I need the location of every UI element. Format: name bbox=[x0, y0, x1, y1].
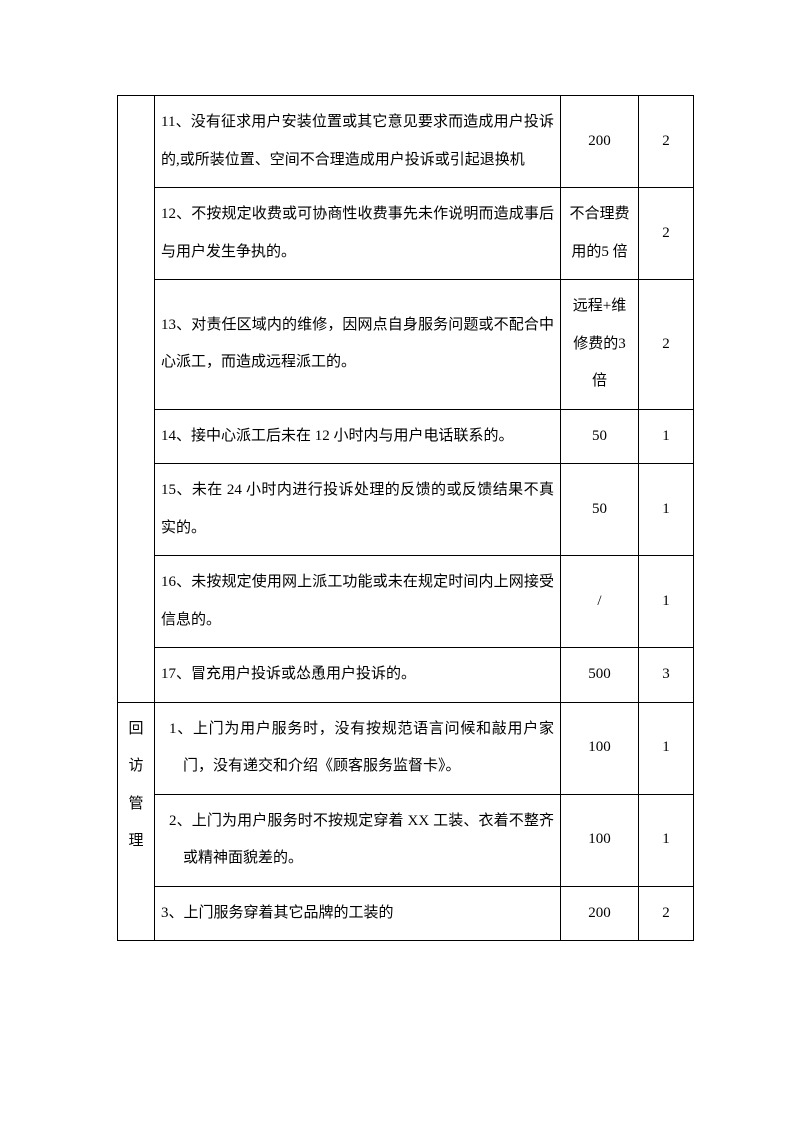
category-cell-empty bbox=[118, 96, 155, 703]
level-cell: 2 bbox=[639, 886, 694, 941]
category-char: 访 bbox=[122, 748, 150, 786]
table-row: 12、不按规定收费或可协商性收费事先未作说明而造成事后与用户发生争执的。 不合理… bbox=[118, 188, 694, 280]
description-cell: 11、没有征求用户安装位置或其它意见要求而造成用户投诉的,或所装位置、空间不合理… bbox=[155, 96, 561, 188]
amount-cell: 200 bbox=[561, 96, 639, 188]
description-cell: 16、未按规定使用网上派工功能或未在规定时间内上网接受信息的。 bbox=[155, 556, 561, 648]
description-cell: 17、冒充用户投诉或怂恿用户投诉的。 bbox=[155, 648, 561, 703]
amount-cell: 100 bbox=[561, 702, 639, 794]
description-cell: 14、接中心派工后未在 12 小时内与用户电话联系的。 bbox=[155, 409, 561, 464]
level-cell: 1 bbox=[639, 556, 694, 648]
table-row: 3、上门服务穿着其它品牌的工装的 200 2 bbox=[118, 886, 694, 941]
table-row: 11、没有征求用户安装位置或其它意见要求而造成用户投诉的,或所装位置、空间不合理… bbox=[118, 96, 694, 188]
amount-cell: 500 bbox=[561, 648, 639, 703]
description-cell: 15、未在 24 小时内进行投诉处理的反馈的或反馈结果不真实的。 bbox=[155, 464, 561, 556]
amount-cell: 不合理费用的5 倍 bbox=[561, 188, 639, 280]
level-cell: 2 bbox=[639, 96, 694, 188]
table-row: 15、未在 24 小时内进行投诉处理的反馈的或反馈结果不真实的。 50 1 bbox=[118, 464, 694, 556]
description-cell: 13、对责任区域内的维修，因网点自身服务问题或不配合中心派工，而造成远程派工的。 bbox=[155, 280, 561, 410]
category-char: 理 bbox=[122, 823, 150, 861]
description-cell: 3、上门服务穿着其它品牌的工装的 bbox=[155, 886, 561, 941]
amount-cell: 50 bbox=[561, 464, 639, 556]
level-cell: 1 bbox=[639, 409, 694, 464]
category-char: 回 bbox=[122, 711, 150, 749]
description-cell: 1、上门为用户服务时，没有按规范语言问候和敲用户家门，没有递交和介绍《顾客服务监… bbox=[155, 702, 561, 794]
table-row: 2、上门为用户服务时不按规定穿着 XX 工装、衣着不整齐或精神面貌差的。 100… bbox=[118, 794, 694, 886]
level-cell: 2 bbox=[639, 188, 694, 280]
table-row: 16、未按规定使用网上派工功能或未在规定时间内上网接受信息的。 / 1 bbox=[118, 556, 694, 648]
table-row: 13、对责任区域内的维修，因网点自身服务问题或不配合中心派工，而造成远程派工的。… bbox=[118, 280, 694, 410]
amount-cell: / bbox=[561, 556, 639, 648]
description-cell: 12、不按规定收费或可协商性收费事先未作说明而造成事后与用户发生争执的。 bbox=[155, 188, 561, 280]
level-cell: 3 bbox=[639, 648, 694, 703]
table-row: 回 访 管 理 1、上门为用户服务时，没有按规范语言问候和敲用户家门，没有递交和… bbox=[118, 702, 694, 794]
amount-cell: 50 bbox=[561, 409, 639, 464]
amount-cell: 远程+维修费的3 倍 bbox=[561, 280, 639, 410]
description-cell: 2、上门为用户服务时不按规定穿着 XX 工装、衣着不整齐或精神面貌差的。 bbox=[155, 794, 561, 886]
category-cell: 回 访 管 理 bbox=[118, 702, 155, 941]
amount-cell: 100 bbox=[561, 794, 639, 886]
penalty-table: 11、没有征求用户安装位置或其它意见要求而造成用户投诉的,或所装位置、空间不合理… bbox=[117, 95, 694, 941]
level-cell: 1 bbox=[639, 702, 694, 794]
level-cell: 1 bbox=[639, 794, 694, 886]
amount-cell: 200 bbox=[561, 886, 639, 941]
level-cell: 2 bbox=[639, 280, 694, 410]
category-char: 管 bbox=[122, 786, 150, 824]
table-row: 17、冒充用户投诉或怂恿用户投诉的。 500 3 bbox=[118, 648, 694, 703]
table-row: 14、接中心派工后未在 12 小时内与用户电话联系的。 50 1 bbox=[118, 409, 694, 464]
level-cell: 1 bbox=[639, 464, 694, 556]
